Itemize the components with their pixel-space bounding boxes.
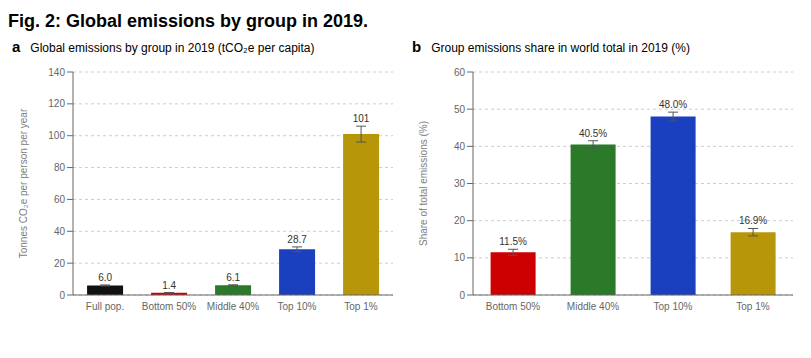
svg-text:Top 1%: Top 1%	[736, 301, 769, 312]
svg-text:Top 1%: Top 1%	[344, 301, 377, 312]
svg-text:Bottom 50%: Bottom 50%	[142, 301, 197, 312]
html-text:Global emissions by group in 2: Global emissions by group in 2019 (tCO₂e…	[30, 41, 315, 55]
svg-text:20: 20	[454, 215, 466, 226]
svg-text:Tonnes CO₂e per person per yea: Tonnes CO₂e per person per year	[18, 108, 29, 258]
html-text:b: b	[412, 38, 422, 55]
svg-text:6.0: 6.0	[98, 272, 112, 283]
svg-text:0: 0	[459, 290, 465, 301]
svg-text:40: 40	[54, 226, 66, 237]
svg-text:30: 30	[454, 178, 466, 189]
svg-text:50: 50	[454, 104, 466, 115]
svg-text:60: 60	[54, 194, 66, 205]
svg-text:Middle 40%: Middle 40%	[207, 301, 259, 312]
svg-text:Share of total emissions (%): Share of total emissions (%)	[418, 121, 429, 246]
svg-text:28.7: 28.7	[287, 234, 307, 245]
svg-text:Top 10%: Top 10%	[278, 301, 317, 312]
svg-text:Full pop.: Full pop.	[86, 301, 124, 312]
svg-text:6.1: 6.1	[226, 272, 240, 283]
svg-text:Bottom 50%: Bottom 50%	[486, 301, 541, 312]
svg-text:0: 0	[59, 290, 65, 301]
svg-text:120: 120	[48, 98, 65, 109]
svg-text:10: 10	[454, 252, 466, 263]
html-text:Fig. 2: Global emissions by gr: Fig. 2: Global emissions by group in 201…	[8, 11, 369, 31]
svg-text:Top 10%: Top 10%	[654, 301, 693, 312]
svg-text:40.5%: 40.5%	[579, 128, 607, 139]
svg-text:60: 60	[454, 67, 466, 78]
svg-text:100: 100	[48, 130, 65, 141]
svg-text:101: 101	[353, 113, 370, 124]
html-text:Group emissions share in world: Group emissions share in world total in …	[431, 41, 690, 55]
svg-text:Middle 40%: Middle 40%	[567, 301, 619, 312]
svg-text:140: 140	[48, 67, 65, 78]
svg-text:80: 80	[54, 162, 66, 173]
svg-text:1.4: 1.4	[162, 280, 176, 291]
svg-text:48.0%: 48.0%	[659, 99, 687, 110]
html-text:a: a	[12, 38, 21, 55]
svg-text:20: 20	[54, 258, 66, 269]
svg-text:40: 40	[454, 141, 466, 152]
svg-text:16.9%: 16.9%	[739, 215, 767, 226]
svg-text:11.5%: 11.5%	[499, 236, 527, 247]
